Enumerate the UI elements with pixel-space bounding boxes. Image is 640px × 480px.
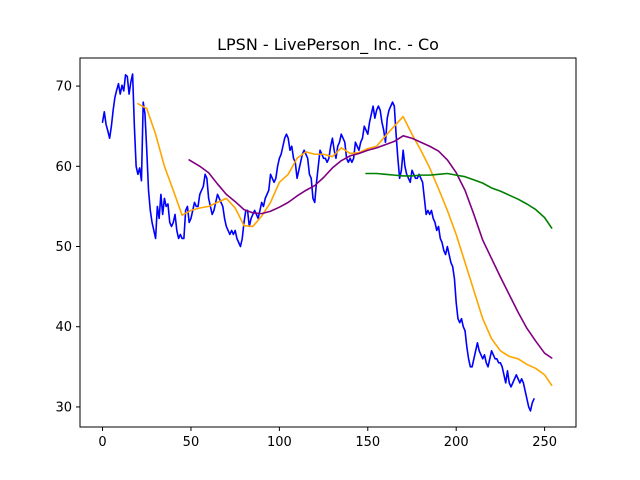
x-tick-label: 150 xyxy=(355,435,380,450)
y-tick-label: 70 xyxy=(55,80,72,95)
x-tick-label: 250 xyxy=(532,435,557,450)
x-tick-label: 200 xyxy=(444,435,469,450)
chart-title: LPSN - LivePerson_ Inc. - Co xyxy=(217,35,439,55)
y-tick-label: 40 xyxy=(55,320,72,335)
x-tick-label: 50 xyxy=(183,435,200,450)
x-tick-label: 100 xyxy=(267,435,292,450)
x-tick-label: 0 xyxy=(98,435,106,450)
y-tick-label: 60 xyxy=(55,160,72,175)
y-tick-label: 50 xyxy=(55,240,72,255)
y-tick-label: 30 xyxy=(55,400,72,415)
